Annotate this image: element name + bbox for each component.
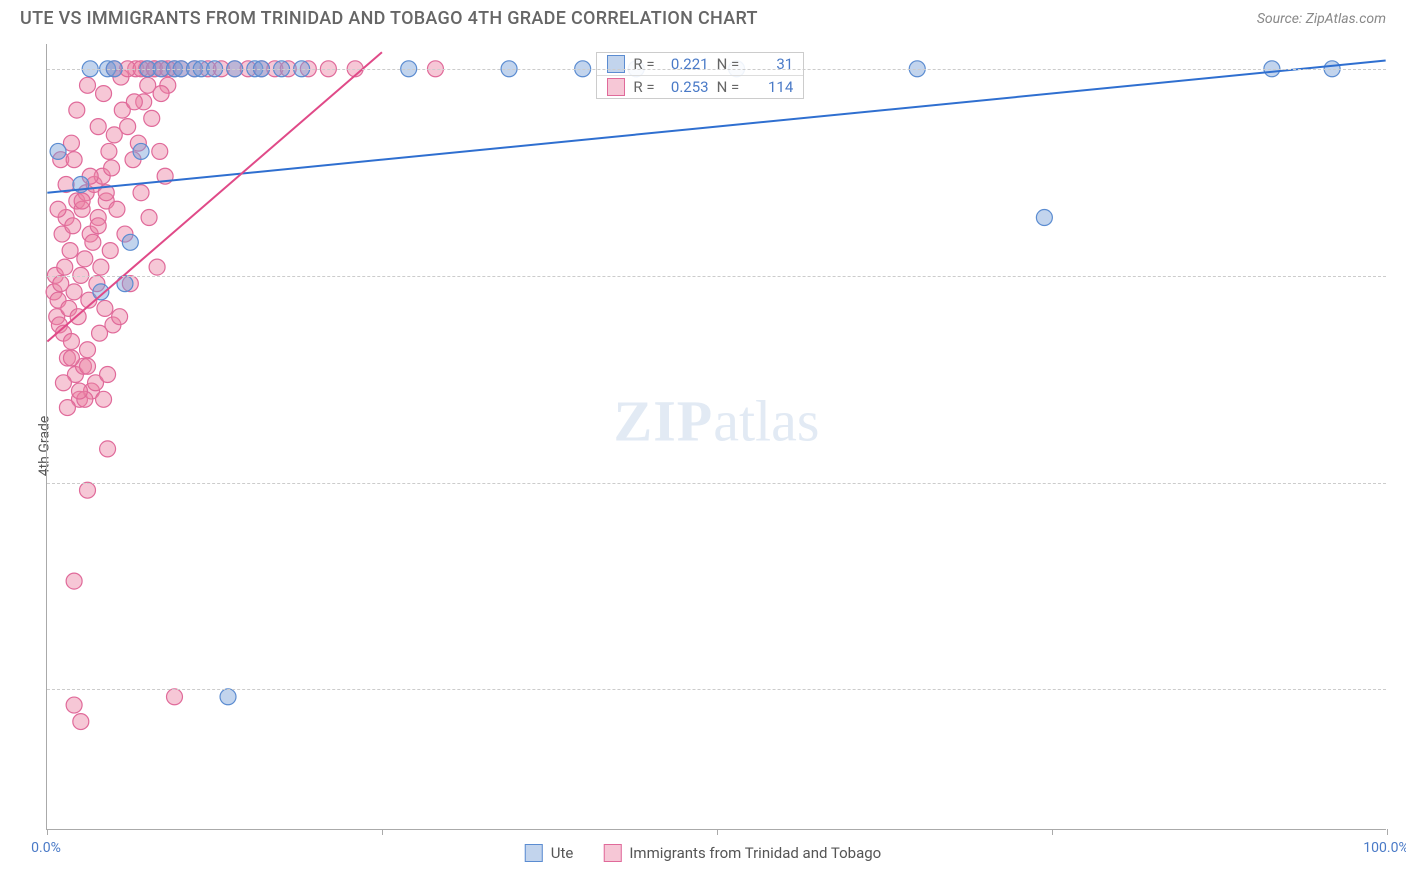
- legend-stats-row-b: R = 0.253 N = 114: [597, 76, 803, 98]
- chart-title: UTE VS IMMIGRANTS FROM TRINIDAD AND TOBA…: [20, 8, 758, 29]
- x-tick-mark: [47, 829, 48, 835]
- scatter-point-b: [96, 86, 112, 102]
- scatter-point-b: [152, 143, 168, 159]
- scatter-point-b: [63, 333, 79, 349]
- gridline-h: [47, 69, 1386, 70]
- legend-swatch-b: [603, 844, 621, 862]
- scatter-point-b: [57, 259, 73, 275]
- legend-item-b: Immigrants from Trinidad and Tobago: [603, 844, 881, 862]
- scatter-point-b: [66, 152, 82, 168]
- scatter-point-b: [109, 201, 125, 217]
- stat-value-r: 0.253: [663, 78, 709, 96]
- scatter-point-b: [149, 259, 165, 275]
- scatter-point-a: [1036, 210, 1052, 226]
- scatter-point-b: [63, 350, 79, 366]
- scatter-point-b: [97, 300, 113, 316]
- plot-svg: [47, 44, 1386, 829]
- scatter-point-a: [122, 234, 138, 250]
- stat-label-n: N =: [717, 78, 740, 96]
- scatter-point-b: [66, 697, 82, 713]
- scatter-point-b: [59, 400, 75, 416]
- scatter-point-b: [77, 251, 93, 267]
- scatter-point-b: [66, 573, 82, 589]
- scatter-point-b: [104, 160, 120, 176]
- scatter-point-b: [102, 243, 118, 259]
- scatter-point-b: [112, 309, 128, 325]
- scatter-point-b: [80, 358, 96, 374]
- plot-area: ZIPatlas R =0.221N =31R =0.253N =114 92.…: [46, 44, 1386, 830]
- scatter-point-b: [50, 201, 66, 217]
- legend-stats-box: R = 0.221 N = 31 R = 0.253 N = 114: [596, 52, 804, 99]
- scatter-point-b: [141, 210, 157, 226]
- gridline-h: [47, 689, 1386, 690]
- x-tick-mark: [382, 829, 383, 835]
- scatter-point-b: [80, 482, 96, 498]
- source-label: Source: ZipAtlas.com: [1257, 11, 1386, 27]
- gridline-h: [47, 276, 1386, 277]
- stat-label-r: R =: [633, 78, 654, 96]
- legend-swatch-a: [607, 55, 625, 73]
- bottom-legend: Ute Immigrants from Trinidad and Tobago: [525, 844, 881, 862]
- gridline-h: [47, 483, 1386, 484]
- scatter-point-b: [80, 77, 96, 93]
- scatter-point-b: [55, 375, 71, 391]
- legend-label-b: Immigrants from Trinidad and Tobago: [629, 844, 881, 862]
- scatter-point-b: [133, 185, 149, 201]
- legend-swatch-a: [525, 844, 543, 862]
- scatter-point-b: [96, 391, 112, 407]
- scatter-point-b: [126, 94, 142, 110]
- stat-value-n: 114: [747, 78, 793, 96]
- scatter-point-a: [50, 143, 66, 159]
- scatter-point-b: [144, 110, 160, 126]
- scatter-point-b: [85, 234, 101, 250]
- x-tick-mark: [1387, 829, 1388, 835]
- scatter-point-b: [120, 119, 136, 135]
- legend-item-a: Ute: [525, 844, 574, 862]
- scatter-point-b: [100, 367, 116, 383]
- scatter-point-a: [133, 143, 149, 159]
- scatter-point-b: [90, 119, 106, 135]
- scatter-point-b: [74, 193, 90, 209]
- scatter-point-b: [153, 86, 169, 102]
- scatter-point-b: [71, 383, 87, 399]
- scatter-point-b: [93, 259, 109, 275]
- scatter-point-b: [73, 714, 89, 730]
- scatter-point-b: [90, 218, 106, 234]
- stat-label-r: R =: [633, 55, 654, 73]
- scatter-point-a: [93, 284, 109, 300]
- scatter-point-b: [167, 689, 183, 705]
- stat-value-r: 0.221: [663, 55, 709, 73]
- scatter-point-b: [101, 143, 117, 159]
- title-bar: UTE VS IMMIGRANTS FROM TRINIDAD AND TOBA…: [0, 0, 1406, 33]
- x-tick-mark: [1052, 829, 1053, 835]
- x-tick-label: 100.0%: [1363, 840, 1406, 856]
- scatter-point-b: [69, 102, 85, 118]
- scatter-point-b: [100, 441, 116, 457]
- legend-stats-row-a: R = 0.221 N = 31: [597, 53, 803, 76]
- scatter-point-b: [62, 243, 78, 259]
- x-tick-mark: [717, 829, 718, 835]
- scatter-point-a: [220, 689, 236, 705]
- legend-swatch-b: [607, 78, 625, 96]
- scatter-point-b: [66, 284, 82, 300]
- x-tick-label: 0.0%: [31, 840, 61, 856]
- legend-label-a: Ute: [551, 844, 574, 862]
- stat-label-n: N =: [717, 55, 740, 73]
- scatter-point-b: [65, 218, 81, 234]
- scatter-point-b: [80, 342, 96, 358]
- stat-value-n: 31: [747, 55, 793, 73]
